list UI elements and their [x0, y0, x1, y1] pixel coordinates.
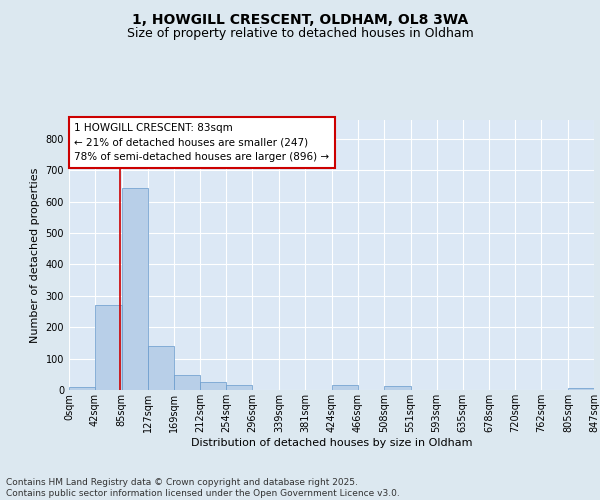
X-axis label: Distribution of detached houses by size in Oldham: Distribution of detached houses by size … — [191, 438, 472, 448]
Y-axis label: Number of detached properties: Number of detached properties — [30, 168, 40, 342]
Text: Size of property relative to detached houses in Oldham: Size of property relative to detached ho… — [127, 28, 473, 40]
Bar — [226, 384, 253, 390]
Bar — [384, 386, 410, 390]
Text: 1, HOWGILL CRESCENT, OLDHAM, OL8 3WA: 1, HOWGILL CRESCENT, OLDHAM, OL8 3WA — [132, 12, 468, 26]
Bar — [95, 305, 122, 390]
Bar — [122, 188, 148, 390]
Text: 1 HOWGILL CRESCENT: 83sqm
← 21% of detached houses are smaller (247)
78% of semi: 1 HOWGILL CRESCENT: 83sqm ← 21% of detac… — [74, 122, 329, 162]
Bar — [332, 384, 358, 390]
Bar — [69, 388, 95, 390]
Bar — [200, 382, 226, 390]
Bar — [148, 346, 174, 390]
Bar — [568, 388, 594, 390]
Bar — [174, 375, 200, 390]
Text: Contains HM Land Registry data © Crown copyright and database right 2025.
Contai: Contains HM Land Registry data © Crown c… — [6, 478, 400, 498]
